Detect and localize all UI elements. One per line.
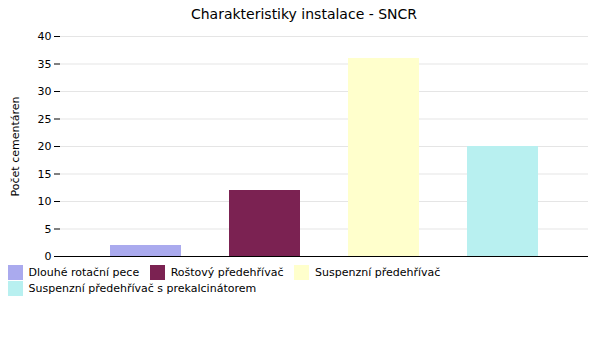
- svg-text:30: 30: [38, 85, 52, 98]
- html-text:Suspenzní předehřívač s prekal: Suspenzní předehřívač s prekalcinátorem: [28, 282, 257, 296]
- html-text:Suspenzní předehřívač: Suspenzní předehřívač: [315, 265, 441, 279]
- html-text:Dlouhé rotační pece: Dlouhé rotační pece: [28, 265, 140, 279]
- html-text:Roštový předehřívač: Roštový předehřívač: [170, 265, 284, 279]
- svg-text:Počet cementáren: Počet cementáren: [9, 97, 22, 197]
- html-text:Charakteristiky instalace - SN: Charakteristiky instalace - SNCR: [190, 6, 418, 22]
- svg-text:10: 10: [38, 195, 52, 208]
- svg-text:5: 5: [45, 223, 52, 236]
- svg-text:15: 15: [38, 168, 52, 181]
- svg-text:35: 35: [38, 58, 52, 71]
- svg-text:25: 25: [38, 113, 52, 126]
- svg-text:20: 20: [38, 140, 52, 153]
- svg-text:40: 40: [38, 30, 52, 43]
- svg-text:0: 0: [45, 250, 52, 263]
